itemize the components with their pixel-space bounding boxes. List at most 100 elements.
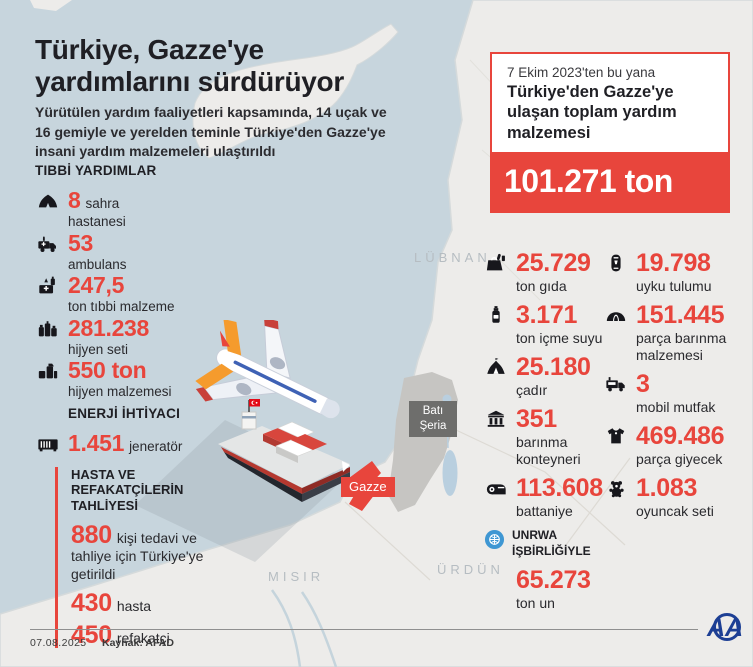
stat-hygiene-supplies: 550 ton hijyen malzemesi xyxy=(35,359,207,400)
stat-label: oyuncak seti xyxy=(636,503,714,520)
stat-value: 450 xyxy=(71,620,112,649)
shelter-container-icon xyxy=(483,407,509,468)
stat-value: 25.180 xyxy=(516,353,591,382)
blanket-icon xyxy=(483,476,509,520)
map-label-jordan: ÜRDÜN xyxy=(437,562,504,577)
food-supplies-icon xyxy=(483,251,509,295)
stat-value: 247,5 xyxy=(68,272,125,299)
tent-icon xyxy=(483,355,509,399)
stat-label: refakatçi xyxy=(116,629,170,646)
stat-field-hospital: 8 sahra hastanesi xyxy=(35,189,207,231)
aa-logo: AA xyxy=(700,604,746,652)
svg-text:AA: AA xyxy=(706,614,743,642)
stat-label: parça barınma malzemesi xyxy=(636,330,727,364)
stat-label: ton tıbbi malzeme xyxy=(68,299,175,315)
stat-sleeping-bags: 19.798 uyku tulumu xyxy=(603,251,747,295)
total-box-heading: Türkiye'den Gazze'ye ulaşan toplam yardı… xyxy=(507,83,677,142)
stat-label: parça giyecek xyxy=(636,451,723,468)
stat-label: çadır xyxy=(516,382,548,399)
stat-value: 151.445 xyxy=(636,301,725,330)
evacuation-header: HASTA VE REFAKATÇİLERİN TAHLİYESİ xyxy=(71,466,184,514)
stat-value: 281.238 xyxy=(68,314,150,341)
generator-icon xyxy=(35,432,61,456)
total-aid-value: 101.271 ton xyxy=(490,152,730,214)
aid-column-1: 25.729 ton gıda 3.171 ton içme suyu 25.180… xyxy=(483,251,619,620)
stat-value: 65.273 xyxy=(516,565,591,594)
airplane-illustration xyxy=(195,320,340,419)
medical-aid-column: TIBBİ YARDIMLAR 8 sahra hastanesi 53 ambul… xyxy=(35,163,207,655)
total-box-intro: 7 Ekim 2023'ten bu yana xyxy=(507,65,656,80)
stat-value: 351 xyxy=(516,405,557,434)
stat-value: 550 ton xyxy=(68,357,147,384)
stat-hygiene-kits: 281.238 hijyen seti xyxy=(35,314,207,358)
stat-value: 25.729 xyxy=(516,249,591,277)
mobile-kitchen-icon xyxy=(603,372,629,416)
unrwa-header: UNRWA İŞBİRLİĞİYLE xyxy=(512,528,591,559)
hygiene-supplies-icon xyxy=(35,359,61,400)
stat-companions: 450 refakatçi xyxy=(71,620,223,649)
stat-value: 880 xyxy=(71,520,112,549)
stat-label: ton gıda xyxy=(516,278,567,294)
stat-label: barınma konteyneri xyxy=(516,434,581,468)
stat-label: kişi tedavi ve tahliye için Türkiye'ye g… xyxy=(71,529,204,582)
stat-flour: 65.273 ton un xyxy=(483,565,619,612)
stat-food: 25.729 ton gıda xyxy=(483,251,619,295)
medical-section-header: TIBBİ YARDIMLAR xyxy=(35,163,157,178)
stat-value: 1.083 xyxy=(636,474,698,503)
footer-source: Kaynak: AFAD xyxy=(102,637,174,649)
hygiene-kit-icon xyxy=(35,317,61,358)
stat-label: ambulans xyxy=(68,257,127,272)
stat-medical-supplies: 247,5 ton tıbbi malzeme xyxy=(35,274,207,315)
stat-value: 8 xyxy=(68,187,81,213)
toy-set-icon xyxy=(603,476,629,520)
ambulance-icon xyxy=(35,232,61,273)
stat-patients: 430 hasta xyxy=(71,588,223,617)
stat-shelter-containers: 351 barınma konteyneri xyxy=(483,407,619,468)
stat-value: 19.798 xyxy=(636,249,711,277)
stat-generator: 1.451 jeneratör xyxy=(35,429,207,456)
unrwa-header-block: UNRWA İŞBİRLİĞİYLE xyxy=(483,528,619,559)
map-label-egypt: MISIR xyxy=(268,569,325,584)
map-label-west-bank: Batı Şeria xyxy=(409,401,457,437)
sleeping-bag-icon xyxy=(603,251,629,295)
stat-blankets: 113.608 battaniye xyxy=(483,476,619,520)
stat-clothing: 469.486 parça giyecek xyxy=(603,424,747,468)
page-title: Türkiye, Gazze'ye yardımlarını sürdürüyo… xyxy=(35,34,344,98)
stat-value: 1.451 xyxy=(68,429,125,456)
stat-value: 469.486 xyxy=(636,422,725,451)
stat-label: jeneratör xyxy=(129,438,183,454)
stat-label: hasta xyxy=(116,597,152,614)
stat-drinking-water: 3.171 ton içme suyu xyxy=(483,303,619,347)
shelter-material-icon xyxy=(603,303,629,364)
stat-toy-sets: 1.083 oyuncak seti xyxy=(603,476,747,520)
water-bottle-icon xyxy=(483,303,509,347)
stat-ambulance: 53 ambulans xyxy=(35,232,207,273)
clothing-icon xyxy=(603,424,629,468)
total-aid-box: 7 Ekim 2023'ten bu yana Türkiye'den Gazz… xyxy=(490,52,730,214)
cargo-ship-illustration xyxy=(218,399,350,502)
stat-value: 3 xyxy=(636,370,650,399)
field-hospital-icon xyxy=(35,189,61,231)
stat-value: 430 xyxy=(71,588,112,617)
page-subtitle: Yürütülen yardım faaliyetleri kapsamında… xyxy=(35,104,387,160)
footer-date: 07.08.2025 xyxy=(30,637,87,649)
stat-mobile-kitchens: 3 mobil mutfak xyxy=(603,372,747,416)
medical-supplies-icon xyxy=(35,274,61,315)
stat-label: uyku tulumu xyxy=(636,278,712,294)
stat-label: hijyen seti xyxy=(68,341,129,357)
stat-value: 53 xyxy=(68,230,93,256)
stat-label: ton un xyxy=(516,594,555,611)
stat-tents: 25.180 çadır xyxy=(483,355,619,399)
footer-divider xyxy=(30,629,698,630)
un-logo-icon xyxy=(483,528,505,559)
stat-label: ton içme suyu xyxy=(516,330,603,347)
stat-label: mobil mutfak xyxy=(636,399,716,416)
stat-value: 113.608 xyxy=(516,474,603,503)
stat-label: sahra hastanesi xyxy=(68,196,126,229)
aid-column-2: 19.798 uyku tulumu 151.445 parça barınma m… xyxy=(603,251,747,528)
stat-shelter-materials: 151.445 parça barınma malzemesi xyxy=(603,303,747,364)
energy-section-header: ENERJİ İHTİYACI xyxy=(68,405,181,421)
evacuation-section: HASTA VE REFAKATÇİLERİN TAHLİYESİ 880 kiş… xyxy=(55,466,207,648)
stat-label: battaniye xyxy=(516,503,573,520)
